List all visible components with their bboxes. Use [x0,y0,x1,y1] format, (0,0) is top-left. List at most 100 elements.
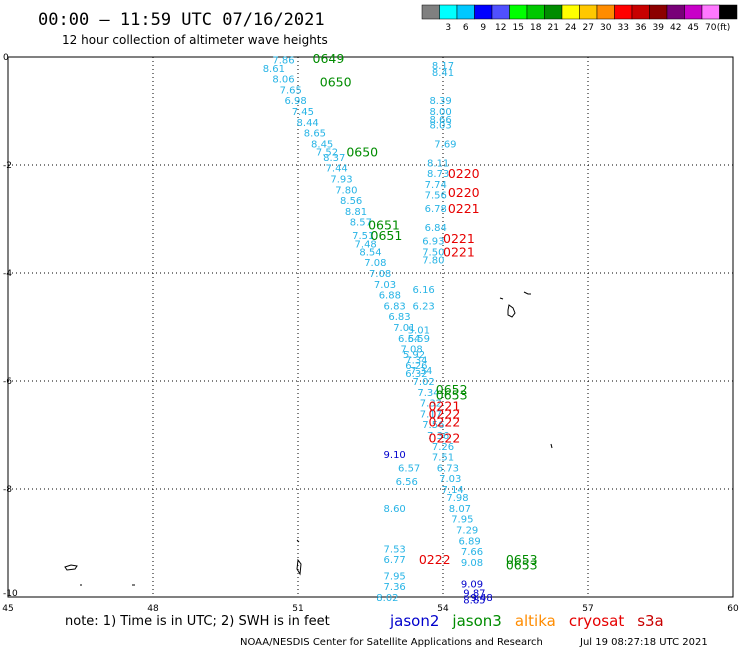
colorbar-label: 39 [653,23,665,33]
swh-value: 7.08 [364,258,386,269]
colorbar-swatch [474,4,493,20]
swh-value: 7.56 [425,191,447,202]
data-points: 7.868.618.067.656.987.458.448.658.457.52… [263,56,493,607]
swh-value: 7.98 [446,493,468,504]
pass-time-label: 0650 [320,74,352,89]
swh-value: 7.51 [352,231,374,242]
swh-value: 7.01 [393,323,415,334]
swh-value: 7.02 [413,377,435,388]
swh-value: 9.10 [384,450,406,461]
swh-value: 6.98 [284,96,306,107]
swh-value: 9.09 [461,580,483,591]
swh-value: 6.56 [396,477,418,488]
y-tick-label: -10 [3,589,18,599]
colorbar-label: 3 [445,23,451,33]
pass-time-label: 0221 [429,398,461,413]
colorbar-swatch [666,4,685,20]
swh-value: 7.53 [384,544,406,555]
swh-value: 6.23 [413,301,435,312]
swh-value: 8.57 [350,218,372,229]
swh-value: 6.57 [398,463,420,474]
colorbar-label: 18 [530,23,542,33]
swh-value: 8.60 [384,504,406,515]
colorbar-label: 24 [565,23,577,33]
swh-value: 8.54 [359,247,381,258]
swh-value: 8.02 [376,593,398,604]
swh-value: 7.34 [417,388,439,399]
swh-value: 7.08 [369,269,391,280]
colorbar-swatch [456,4,475,20]
island-shape [507,304,516,318]
swh-value: 7.32 [420,399,442,410]
swh-value: 6.83 [384,301,406,312]
legend-entry: jason2 [389,612,439,630]
swh-value: 9.08 [461,558,483,569]
swh-value: 6.26 [405,361,427,372]
colorbar-swatch [491,4,510,20]
colorbar-label: 9 [480,23,486,33]
swh-value: 8.39 [429,96,451,107]
legend-entry: cryosat [569,612,624,630]
swh-value: 8.41 [432,68,454,79]
colorbar-swatch [439,4,458,20]
swh-value: 6.84 [425,223,447,234]
swh-value: 7.08 [400,345,422,356]
swh-value: 7.26 [432,442,454,453]
island-shape [550,443,553,449]
colorbar-swatch [649,4,668,20]
swh-value: 8.81 [345,207,367,218]
pass-time-label: 0652 [436,382,468,397]
colorbar-swatch [526,4,545,20]
pass-time-label: 0220 [448,166,480,181]
swh-value: 7.36 [384,582,406,593]
swh-value: 8.17 [432,61,454,72]
footer-note: note: 1) Time is in UTC; 2) SWH is in fe… [65,614,330,629]
colorbar-label: 42 [670,23,681,33]
swh-value: 6.16 [413,285,435,296]
swh-value: 8.85 [463,596,485,607]
swh-value: 7.29 [456,526,478,537]
swh-value: 6.83 [388,312,410,323]
swh-value: 7.51 [432,453,454,464]
colorbar-swatch [684,4,703,20]
x-tick-label: 54 [437,604,449,614]
y-tick-label: 0 [3,53,9,63]
island-shape [499,297,504,300]
page-subtitle: 12 hour collection of altimeter wave hei… [62,33,328,47]
swh-value: 7.69 [434,139,456,150]
colorbar-label: 6 [463,23,469,33]
pass-time-label: 0222 [429,406,461,421]
swh-value: 7.80 [422,256,444,267]
swh-value: 8.11 [427,158,449,169]
colorbar-label: 45 [688,23,699,33]
swh-value: 7.36 [427,431,449,442]
swh-value: 7.48 [355,239,377,250]
island-shape [523,291,531,295]
pass-time-label: 0222 [419,552,451,567]
pass-time-label: 0221 [443,244,475,259]
swh-value: 7.93 [330,175,352,186]
legend-entry: jason3 [451,612,501,630]
land-features [64,291,553,586]
swh-value: 8.06 [272,75,294,86]
plot-border [7,56,734,598]
page-title: 00:00 – 11:59 UTC 07/16/2021 [38,10,325,30]
colorbar-label: 15 [513,23,524,33]
y-tick-label: -8 [3,485,12,495]
colorbar-swatch [701,4,720,20]
swh-value: 8.61 [263,64,285,75]
x-tick-label: 60 [727,604,739,614]
pass-time-label: 0222 [429,415,461,430]
colorbar-label: 33 [618,23,629,33]
swh-value: 7.03 [374,280,396,291]
x-tick-label: 57 [582,604,593,614]
swh-value: 8.65 [304,129,326,140]
grid-lines [8,57,733,597]
swh-value: 6.89 [458,536,480,547]
satellite-legend: jason2 jason3 altika cryosat s3a [389,612,664,630]
swh-value: 7.74 [425,180,447,191]
swh-value: 8.00 [429,107,451,118]
pass-time-label: 0649 [313,51,345,66]
swh-value: 9.87 [463,589,485,600]
